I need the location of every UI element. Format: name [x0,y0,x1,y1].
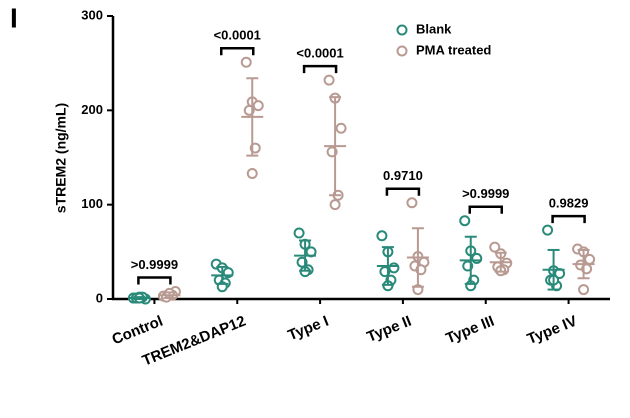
x-tick-label: Control [110,313,166,349]
data-point [578,284,590,296]
x-tick-label: Type I [286,313,332,345]
y-tick-label: 100 [81,196,103,211]
y-tick-label: 200 [81,102,103,117]
y-tick-label: 300 [81,7,103,22]
data-point [246,168,258,180]
data-point [584,253,596,265]
data-point [471,252,483,264]
x-tick-label: Type IV [525,313,580,348]
comparison-bracket [551,214,586,224]
y-tick-label: 0 [96,290,103,305]
data-point [388,262,400,274]
data-point [252,100,264,112]
comparison-bracket [468,205,503,214]
comparison-bracket [385,187,421,196]
y-axis-label: sTREM2 (ng/mL) [53,103,69,213]
data-point [293,227,305,239]
p-value: >0.9999 [462,186,509,201]
p-value: 0.9829 [549,196,589,211]
p-value: <0.0001 [214,28,261,43]
data-point [489,241,501,253]
p-value: >0.9999 [131,257,178,272]
comparison-bracket [220,46,255,56]
data-point [376,230,388,242]
data-point [406,197,418,209]
data-point [323,74,335,86]
legend-marker [396,24,408,36]
data-point [335,122,347,134]
comparison-bracket [302,64,338,74]
panel-label: I [10,2,18,33]
legend-label: Blank [416,21,452,36]
comparison-bracket [137,276,172,285]
data-point [240,56,252,68]
data-point [542,224,554,236]
data-point [329,199,341,211]
x-tick-label: Type III [443,313,496,348]
legend-label: PMA treated [416,42,491,57]
p-value: <0.0001 [296,46,343,61]
data-point [459,215,471,227]
p-value: 0.9710 [383,168,423,183]
x-tick-label: Type II [365,313,414,346]
legend-marker [396,45,408,57]
